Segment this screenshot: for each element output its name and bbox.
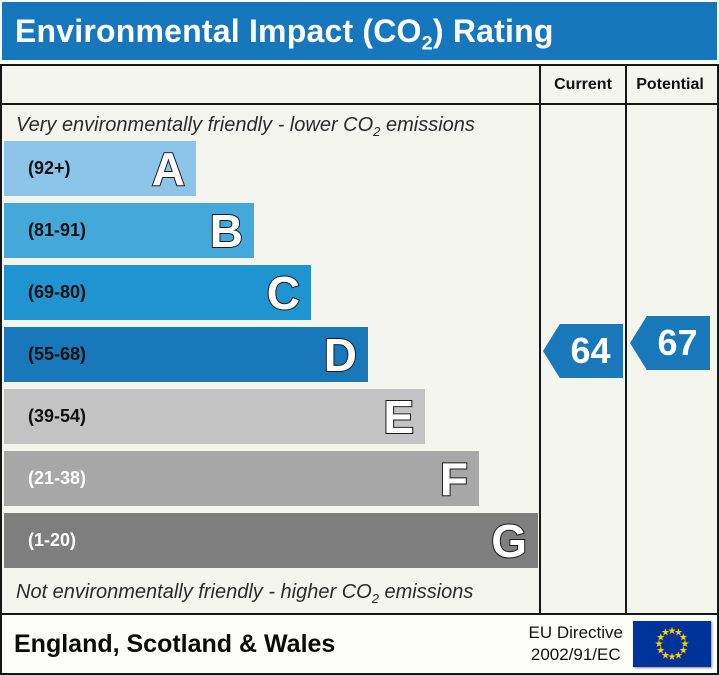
band-a-bar: (92+) A (4, 141, 196, 196)
band-b-letter: B (209, 204, 244, 257)
caption-top: Very environmentally friendly - lower CO… (16, 114, 475, 139)
band-f-letter: F (439, 452, 469, 505)
svg-text:★: ★ (679, 646, 688, 657)
band-a-letter: A (151, 142, 186, 195)
band-c-range-label: (69-80) (28, 282, 87, 302)
band-b-range-label: (81-91) (28, 220, 87, 240)
table-header-row: Current Potential (2, 66, 717, 105)
eu-directive-label: EU Directive 2002/91/EC (528, 623, 623, 664)
band-c-bar: (69-80) C (4, 265, 311, 320)
band-d-letter: D (323, 328, 358, 381)
band-c-letter: C (266, 266, 301, 319)
band-e-letter: E (382, 390, 415, 443)
svg-text:★: ★ (655, 639, 664, 650)
band-e-range-label: (39-54) (28, 406, 87, 426)
svg-text:★: ★ (681, 639, 690, 650)
svg-text:★: ★ (674, 650, 683, 661)
band-f-bar: (21-38) F (4, 451, 479, 506)
eu-flag-icon: ★ ★ ★ ★ ★ ★ ★ ★ ★ ★ ★ ★ (633, 621, 711, 667)
potential-rating-value: 67 (657, 322, 698, 363)
table-body-row: Very environmentally friendly - lower CO… (2, 105, 717, 613)
svg-text:★: ★ (661, 650, 670, 661)
table-footer-row: England, Scotland & Wales EU Directive 2… (2, 613, 717, 673)
svg-text:★: ★ (656, 633, 665, 644)
band-e-bar: (39-54) E (4, 389, 425, 444)
region-label: England, Scotland & Wales (14, 629, 336, 658)
potential-rating-arrow: 67 (630, 316, 710, 370)
potential-value-column: 67 (627, 105, 713, 613)
svg-text:★: ★ (668, 652, 677, 663)
caption-bottom: Not environmentally friendly - higher CO… (16, 581, 474, 606)
chart-title: Environmental Impact (CO2) Rating (15, 12, 554, 54)
band-b-bar: (81-91) B (4, 203, 254, 258)
svg-text:★: ★ (668, 626, 677, 637)
band-a-range-label: (92+) (28, 158, 71, 178)
potential-column-header: Potential (636, 75, 704, 93)
band-d-range-label: (55-68) (28, 344, 87, 364)
rating-table: Current Potential Very environmentally f… (0, 64, 719, 675)
svg-text:★: ★ (679, 633, 688, 644)
current-value-column: 64 (541, 105, 627, 613)
current-rating-value: 64 (570, 330, 611, 371)
band-f-range-label: (21-38) (28, 468, 87, 488)
current-column-header: Current (541, 66, 627, 103)
svg-text:★: ★ (661, 628, 670, 639)
band-g-bar: (1-20) G (4, 513, 538, 568)
svg-text:★: ★ (674, 628, 683, 639)
current-rating-arrow: 64 (543, 324, 623, 378)
bands-column: Very environmentally friendly - lower CO… (2, 105, 541, 613)
svg-text:★: ★ (656, 646, 665, 657)
band-g-range-label: (1-20) (28, 530, 77, 550)
band-d-bar: (55-68) D (4, 327, 368, 382)
header-spacer-cell (2, 66, 541, 103)
chart-title-bar: Environmental Impact (CO2) Rating (2, 2, 717, 60)
band-g-letter: G (490, 514, 528, 567)
